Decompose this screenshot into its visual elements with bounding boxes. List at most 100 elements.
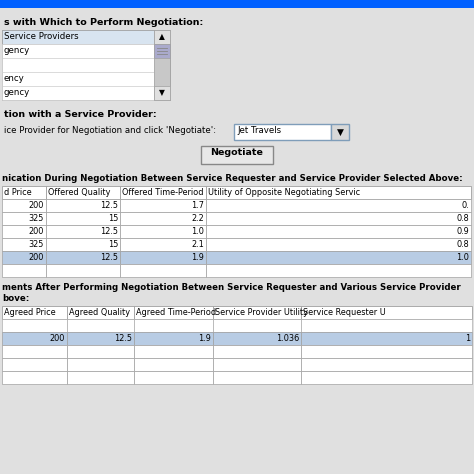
Text: Agreed Price: Agreed Price (4, 308, 55, 317)
Bar (206, 251, 471, 264)
Text: 12.5: 12.5 (100, 227, 118, 236)
Text: 0.8: 0.8 (456, 240, 469, 249)
Bar (206, 186, 471, 199)
Bar (46, 186, 120, 199)
Bar (213, 345, 301, 358)
Bar (67, 371, 134, 384)
Bar (120, 186, 206, 199)
Text: 0.8: 0.8 (456, 214, 469, 223)
Bar (234, 124, 331, 140)
Bar (0, 0, 474, 8)
Bar (2, 238, 46, 251)
Bar (331, 124, 349, 140)
Bar (213, 371, 301, 384)
Bar (301, 332, 472, 345)
Text: 12.5: 12.5 (100, 201, 118, 210)
Bar (2, 371, 67, 384)
Bar (2, 306, 67, 319)
Bar (2, 30, 154, 44)
Bar (213, 332, 301, 345)
Bar (134, 371, 213, 384)
Text: ice Provider for Negotiation and click 'Negotiate':: ice Provider for Negotiation and click '… (4, 126, 216, 135)
Bar (46, 264, 120, 277)
Bar (120, 238, 206, 251)
Bar (201, 146, 273, 164)
Text: Agreed Time-Period: Agreed Time-Period (136, 308, 216, 317)
Text: Offered Time-Period: Offered Time-Period (122, 188, 203, 197)
Text: 1: 1 (465, 334, 470, 343)
Bar (46, 238, 120, 251)
Bar (67, 306, 134, 319)
Text: ments After Performing Negotiation Between Service Requester and Various Service: ments After Performing Negotiation Betwe… (2, 283, 461, 292)
Bar (301, 345, 472, 358)
Bar (46, 199, 120, 212)
Bar (134, 306, 213, 319)
Bar (2, 332, 67, 345)
Bar (134, 358, 213, 371)
Bar (2, 358, 67, 371)
Text: 2.2: 2.2 (191, 214, 204, 223)
Bar (2, 212, 46, 225)
Text: 325: 325 (28, 240, 44, 249)
Bar (134, 319, 213, 332)
Text: tion with a Service Provider:: tion with a Service Provider: (4, 110, 156, 119)
Bar (213, 319, 301, 332)
Text: gency: gency (4, 88, 30, 97)
Bar (206, 225, 471, 238)
Bar (154, 30, 170, 44)
Text: 2.1: 2.1 (191, 240, 204, 249)
Bar (46, 225, 120, 238)
Bar (2, 199, 46, 212)
Text: Service Provider Utility: Service Provider Utility (215, 308, 308, 317)
Text: 1.9: 1.9 (198, 334, 211, 343)
Text: 200: 200 (50, 334, 65, 343)
Text: 12.5: 12.5 (100, 253, 118, 262)
Bar (206, 264, 471, 277)
Text: ency: ency (4, 74, 25, 83)
Text: Jet Travels: Jet Travels (237, 126, 281, 135)
Bar (213, 358, 301, 371)
Bar (301, 319, 472, 332)
Bar (301, 371, 472, 384)
Bar (120, 199, 206, 212)
Bar (2, 72, 154, 86)
Text: 0.9: 0.9 (456, 227, 469, 236)
Text: 1.9: 1.9 (191, 253, 204, 262)
Text: 12.5: 12.5 (114, 334, 132, 343)
Text: 15: 15 (108, 214, 118, 223)
Bar (2, 251, 46, 264)
Bar (2, 319, 67, 332)
Text: 1.7: 1.7 (191, 201, 204, 210)
Bar (301, 306, 472, 319)
Bar (2, 86, 154, 100)
Bar (134, 345, 213, 358)
Text: 200: 200 (28, 227, 44, 236)
Bar (2, 264, 46, 277)
Bar (120, 212, 206, 225)
Bar (134, 332, 213, 345)
Bar (67, 332, 134, 345)
Text: bove:: bove: (2, 294, 29, 303)
Text: 200: 200 (28, 253, 44, 262)
Bar (206, 238, 471, 251)
Bar (46, 251, 120, 264)
Text: Service Providers: Service Providers (4, 32, 79, 41)
Text: nication During Negotiation Between Service Requester and Service Provider Selec: nication During Negotiation Between Serv… (2, 174, 463, 183)
Text: d Price: d Price (4, 188, 32, 197)
Bar (2, 225, 46, 238)
Bar (2, 58, 154, 72)
Bar (213, 306, 301, 319)
Bar (120, 251, 206, 264)
Bar (67, 319, 134, 332)
Bar (206, 199, 471, 212)
Bar (154, 30, 170, 100)
Text: ▲: ▲ (159, 33, 165, 42)
Text: ▼: ▼ (337, 128, 344, 137)
Text: Service Requester U: Service Requester U (303, 308, 386, 317)
Text: Negotiate: Negotiate (210, 148, 264, 157)
Bar (67, 358, 134, 371)
Bar (2, 44, 154, 58)
Text: s with Which to Perform Negotiation:: s with Which to Perform Negotiation: (4, 18, 203, 27)
Bar (154, 44, 170, 58)
Text: gency: gency (4, 46, 30, 55)
